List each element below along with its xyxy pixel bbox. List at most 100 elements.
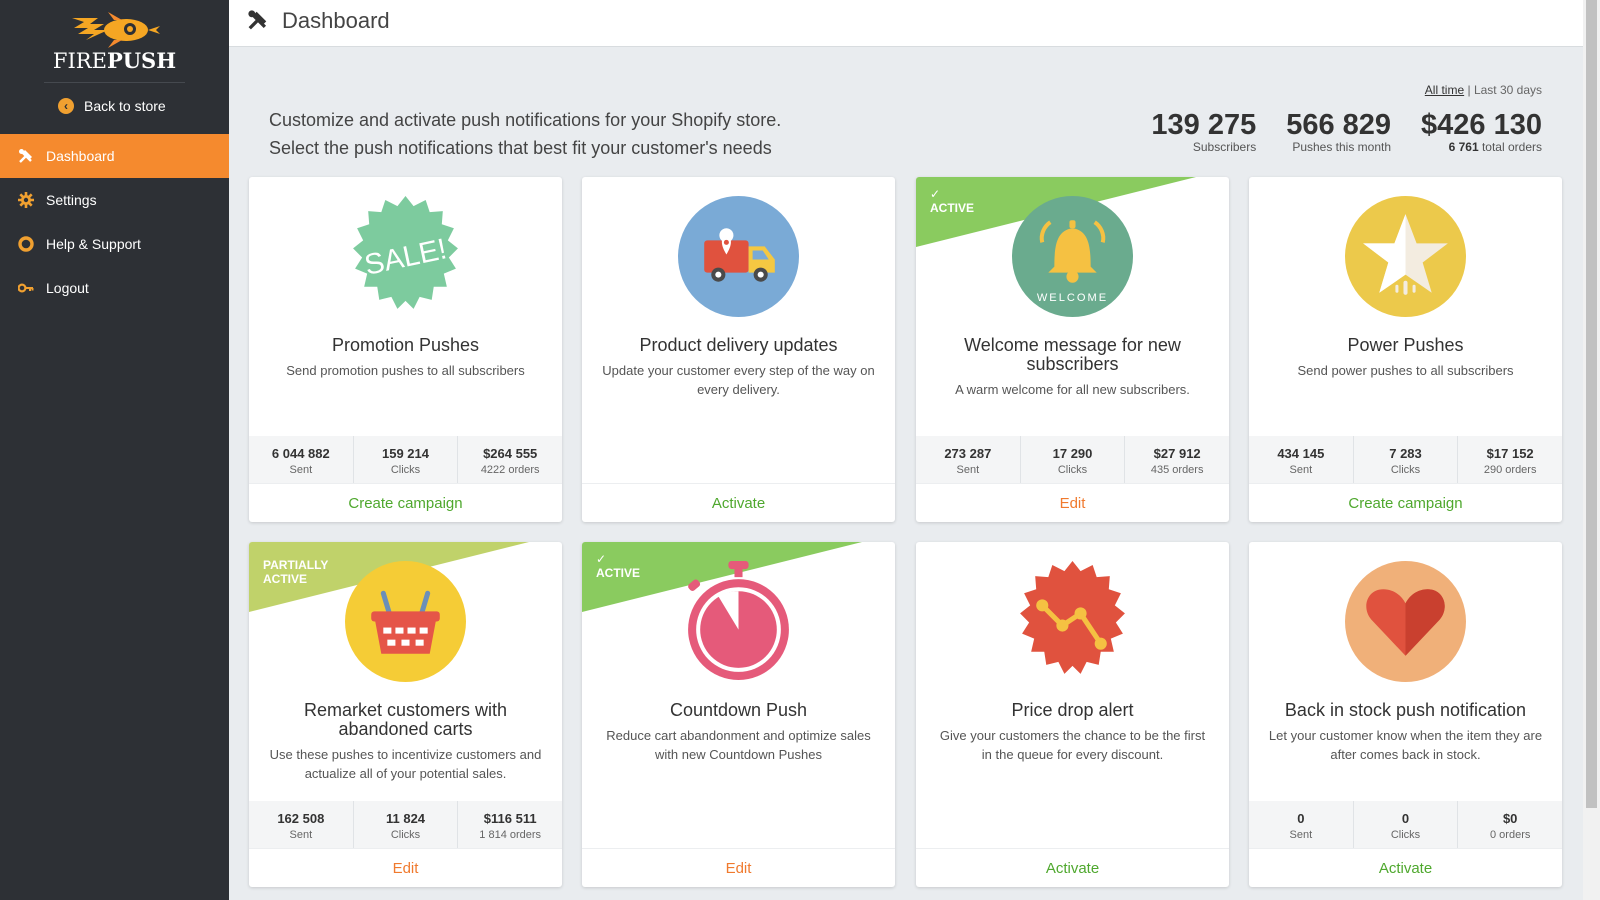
metric-label: Sent bbox=[289, 464, 313, 476]
activate-button[interactable]: Activate bbox=[582, 483, 895, 522]
edit-button[interactable]: Edit bbox=[916, 483, 1229, 522]
intro-text: Customize and activate push notification… bbox=[269, 106, 781, 162]
activate-button[interactable]: Activate bbox=[1249, 848, 1562, 887]
card-back-in-stock: Back in stock push notification Let your… bbox=[1249, 542, 1562, 887]
page-title: Dashboard bbox=[282, 8, 390, 33]
card-countdown-push: ✓ ACTIVE Countdown Push Reduce cart aban… bbox=[582, 542, 895, 887]
status-badge-line: PARTIALLY bbox=[263, 558, 329, 572]
scrollbar-thumb[interactable] bbox=[1586, 0, 1597, 808]
status-badge: ACTIVE bbox=[930, 201, 975, 215]
star-icon bbox=[1345, 196, 1466, 317]
metric-value: 7 283 bbox=[1389, 446, 1422, 461]
create-campaign-button[interactable]: Create campaign bbox=[1249, 483, 1562, 522]
card-description: Update your customer every step of the w… bbox=[602, 363, 875, 397]
sidebar-item-logout[interactable]: Logout bbox=[0, 266, 229, 310]
stat-value: 566 829 bbox=[1286, 109, 1392, 141]
back-to-store-label: Back to store bbox=[84, 98, 166, 114]
card-metrics: 273 287 Sent 17 290 Clicks $27 912 435 orde… bbox=[916, 436, 1229, 483]
firepush-logo[interactable]: FIREPUSH bbox=[44, 0, 185, 83]
key-icon bbox=[18, 280, 34, 296]
status-badge: PARTIALLY ACTIVE bbox=[263, 558, 328, 586]
sidebar-item-dashboard[interactable]: Dashboard bbox=[0, 134, 229, 178]
metric-sent: 0 Sent bbox=[1249, 801, 1354, 848]
metric-value: 273 287 bbox=[944, 446, 992, 461]
sidebar: FIREPUSH ‹ Back to store Dashboard Setti… bbox=[0, 0, 229, 900]
activate-button[interactable]: Activate bbox=[916, 848, 1229, 887]
metric-revenue: $116 511 1 814 orders bbox=[458, 801, 562, 848]
range-separator: | bbox=[1467, 83, 1471, 97]
stat-pushes: 566 829 Pushes this month bbox=[1286, 108, 1391, 154]
create-campaign-button[interactable]: Create campaign bbox=[249, 483, 562, 522]
card-metrics: 162 508 Sent 11 824 Clicks $116 511 1 814 o… bbox=[249, 801, 562, 848]
heart-icon bbox=[1345, 561, 1466, 682]
metric-label: 1 814 orders bbox=[479, 829, 542, 841]
metric-revenue: $264 555 4222 orders bbox=[458, 436, 562, 483]
metric-clicks: 11 824 Clicks bbox=[354, 801, 459, 848]
card-title: Price drop alert bbox=[1011, 700, 1134, 720]
stopwatch-icon bbox=[688, 561, 789, 680]
edit-button[interactable]: Edit bbox=[249, 848, 562, 887]
metric-label: 435 orders bbox=[1150, 464, 1204, 476]
check-icon: ✓ bbox=[596, 552, 607, 566]
metric-clicks: 0 Clicks bbox=[1354, 801, 1459, 848]
metric-label: Clicks bbox=[1390, 464, 1421, 476]
status-badge-line: ACTIVE bbox=[263, 572, 308, 586]
sidebar-item-settings[interactable]: Settings bbox=[0, 178, 229, 222]
metric-value: $0 bbox=[1502, 811, 1518, 826]
card-description: Give your customers the chance to be the… bbox=[939, 728, 1206, 762]
stat-label: Pushes this month bbox=[1292, 140, 1392, 154]
sidebar-item-label: Settings bbox=[46, 192, 97, 208]
metric-label: Sent bbox=[289, 829, 313, 841]
lifebuoy-icon bbox=[18, 236, 34, 252]
card-welcome-message: ✓ ACTIVE WELCOME Welcome message for new… bbox=[916, 177, 1229, 522]
range-last-30-days[interactable]: Last 30 days bbox=[1473, 83, 1542, 97]
metric-value: 162 508 bbox=[277, 811, 325, 826]
back-to-store-link[interactable]: ‹ Back to store bbox=[58, 98, 166, 114]
metric-label: Clicks bbox=[1390, 829, 1421, 841]
metric-revenue: $0 0 orders bbox=[1458, 801, 1562, 848]
metric-label: Sent bbox=[1289, 464, 1313, 476]
sidebar-item-help[interactable]: Help & Support bbox=[0, 222, 229, 266]
card-metrics: 0 Sent 0 Clicks $0 0 orders bbox=[1249, 801, 1562, 848]
metric-value: 159 214 bbox=[382, 446, 429, 461]
intro-line: Customize and activate push notification… bbox=[269, 110, 782, 130]
date-range-toggle: All time | Last 30 days bbox=[1425, 83, 1542, 97]
metric-label: Clicks bbox=[390, 464, 421, 476]
scrollbar[interactable] bbox=[1583, 0, 1600, 900]
logo-text: FIREPUSH bbox=[52, 48, 177, 73]
metric-value: $264 555 bbox=[483, 446, 538, 461]
metric-value: 11 824 bbox=[385, 811, 426, 826]
intro-line: Select the push notifications that best … bbox=[269, 138, 772, 158]
metric-sent: 162 508 Sent bbox=[249, 801, 354, 848]
rocket-logo-icon bbox=[72, 12, 160, 48]
status-badge: ACTIVE bbox=[596, 566, 641, 580]
delivery-truck-icon bbox=[678, 196, 799, 317]
metric-clicks: 159 214 Clicks bbox=[354, 436, 459, 483]
card-price-drop: Price drop alert Give your customers the… bbox=[916, 542, 1229, 887]
tools-icon bbox=[247, 9, 269, 36]
range-all-time[interactable]: All time bbox=[1424, 83, 1465, 97]
metric-revenue: $17 152 290 orders bbox=[1458, 436, 1562, 483]
card-title: Back in stock push notification bbox=[1284, 700, 1527, 720]
metric-value: $27 912 bbox=[1153, 446, 1201, 461]
stat-subscribers: 139 275 Subscribers bbox=[1151, 108, 1256, 154]
card-promotion-pushes: SALE! Promotion Pushes Send promotion pu… bbox=[249, 177, 562, 522]
gear-icon bbox=[18, 192, 34, 208]
card-description: Send power pushes to all subscribers bbox=[1297, 363, 1514, 378]
stat-value: 139 275 bbox=[1151, 109, 1257, 141]
metric-value: 6 044 882 bbox=[271, 446, 330, 461]
metric-label: Sent bbox=[956, 464, 980, 476]
metric-label: 290 orders bbox=[1483, 464, 1537, 476]
card-title: Welcome message for new subscribers bbox=[964, 335, 1181, 374]
edit-button[interactable]: Edit bbox=[582, 848, 895, 887]
card-description: Use these pushes to incentivize customer… bbox=[269, 747, 542, 781]
card-title: Product delivery updates bbox=[639, 335, 838, 355]
metric-value: $17 152 bbox=[1486, 446, 1534, 461]
stat-label: Subscribers bbox=[1192, 140, 1257, 154]
total-orders-label: total orders bbox=[1481, 140, 1542, 154]
metric-clicks: 7 283 Clicks bbox=[1354, 436, 1459, 483]
stat-revenue: $426 130 6 761 total orders bbox=[1421, 108, 1542, 154]
metric-label: Clicks bbox=[1057, 464, 1088, 476]
sidebar-item-label: Logout bbox=[46, 280, 89, 296]
card-description: Send promotion pushes to all subscribers bbox=[286, 363, 525, 378]
